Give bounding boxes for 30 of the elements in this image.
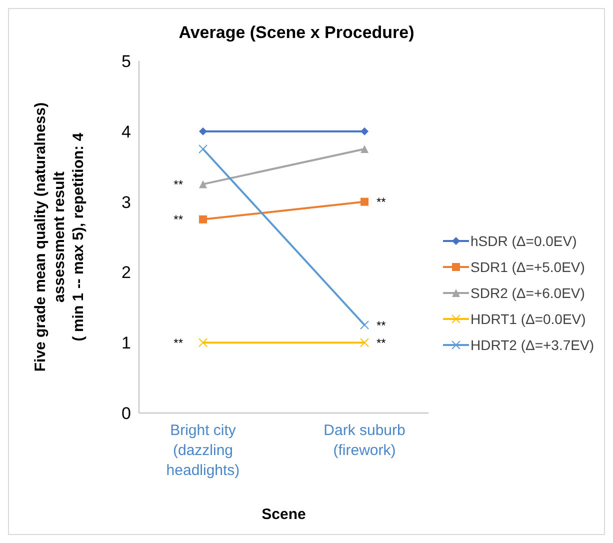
annotation: ** (174, 212, 184, 227)
point (360, 320, 370, 330)
annotation: ** (174, 336, 184, 350)
y-tick-label: 1 (122, 334, 131, 353)
y-tick-label: 5 (122, 52, 131, 72)
point (360, 338, 370, 348)
point (198, 144, 208, 154)
annotation: ** (376, 195, 386, 210)
point (198, 338, 208, 348)
legend-label: HDRT2 (Δ=+3.7EV) (470, 337, 594, 353)
x-axis-title: Scene (262, 506, 306, 523)
legend-label: HDRT1 (Δ=0.0EV) (470, 311, 586, 327)
annotation: ** (174, 177, 184, 192)
x-tick-label: Dark suburb (firework) (324, 422, 406, 459)
legend-label: SDR1 (Δ=+5.0EV) (470, 259, 585, 275)
legend-label: SDR2 (Δ=+6.0EV) (470, 285, 585, 301)
y-axis-title: Five grade mean quality (naturalness) assessment result ( min 1 -- max 5), repetition: 4 (32, 102, 87, 372)
y-tick-label: 4 (122, 122, 131, 142)
annotation: ** (376, 318, 386, 332)
y-tick-label: 0 (122, 404, 131, 424)
point (199, 215, 207, 224)
chart-title: Average (Scene x Procedure) (178, 22, 416, 44)
y-tick-label: 2 (122, 263, 131, 282)
y-tick-label: 3 (122, 192, 131, 212)
point (360, 198, 369, 206)
legend-label: hSDR (Δ=0.0EV) (470, 233, 577, 249)
point (199, 127, 207, 136)
annotation: ** (376, 336, 386, 350)
x-tick-label: Bright city (dazzling headlights) (166, 422, 240, 479)
point (360, 127, 369, 136)
